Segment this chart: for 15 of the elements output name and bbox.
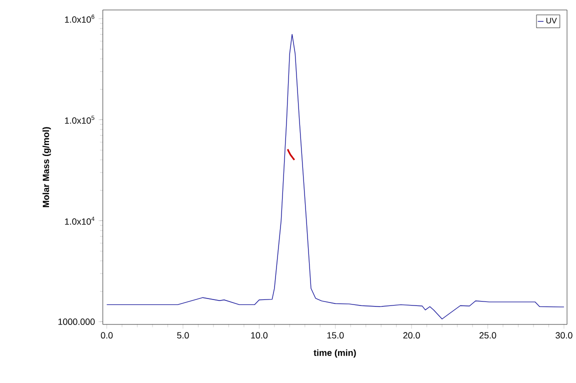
line-series	[286, 148, 296, 161]
x-tick-label: 15.0	[327, 332, 344, 338]
x-tick-label: 30.0	[556, 332, 572, 338]
y-tick-label: 1000.000	[58, 318, 95, 325]
y-tick-label: 1.0x10$^{4}$	[65, 216, 94, 225]
x-tick-label: 20.0	[403, 332, 420, 338]
line-series	[106, 34, 564, 320]
x-tick-label: 25.0	[480, 332, 496, 338]
x-axis-title: time (min)	[314, 349, 356, 358]
y-tick-label: 1.0x10$^{5}$	[65, 116, 94, 124]
x-tick-label: 0.0	[100, 332, 113, 338]
y-axis-title: Molar Mass (g/mol)	[42, 126, 51, 207]
x-tick-label: 5.0	[177, 332, 189, 338]
y-tick-label: 1.0x10$^{6}$	[65, 14, 94, 23]
x-tick-label: 10.0	[251, 332, 268, 338]
